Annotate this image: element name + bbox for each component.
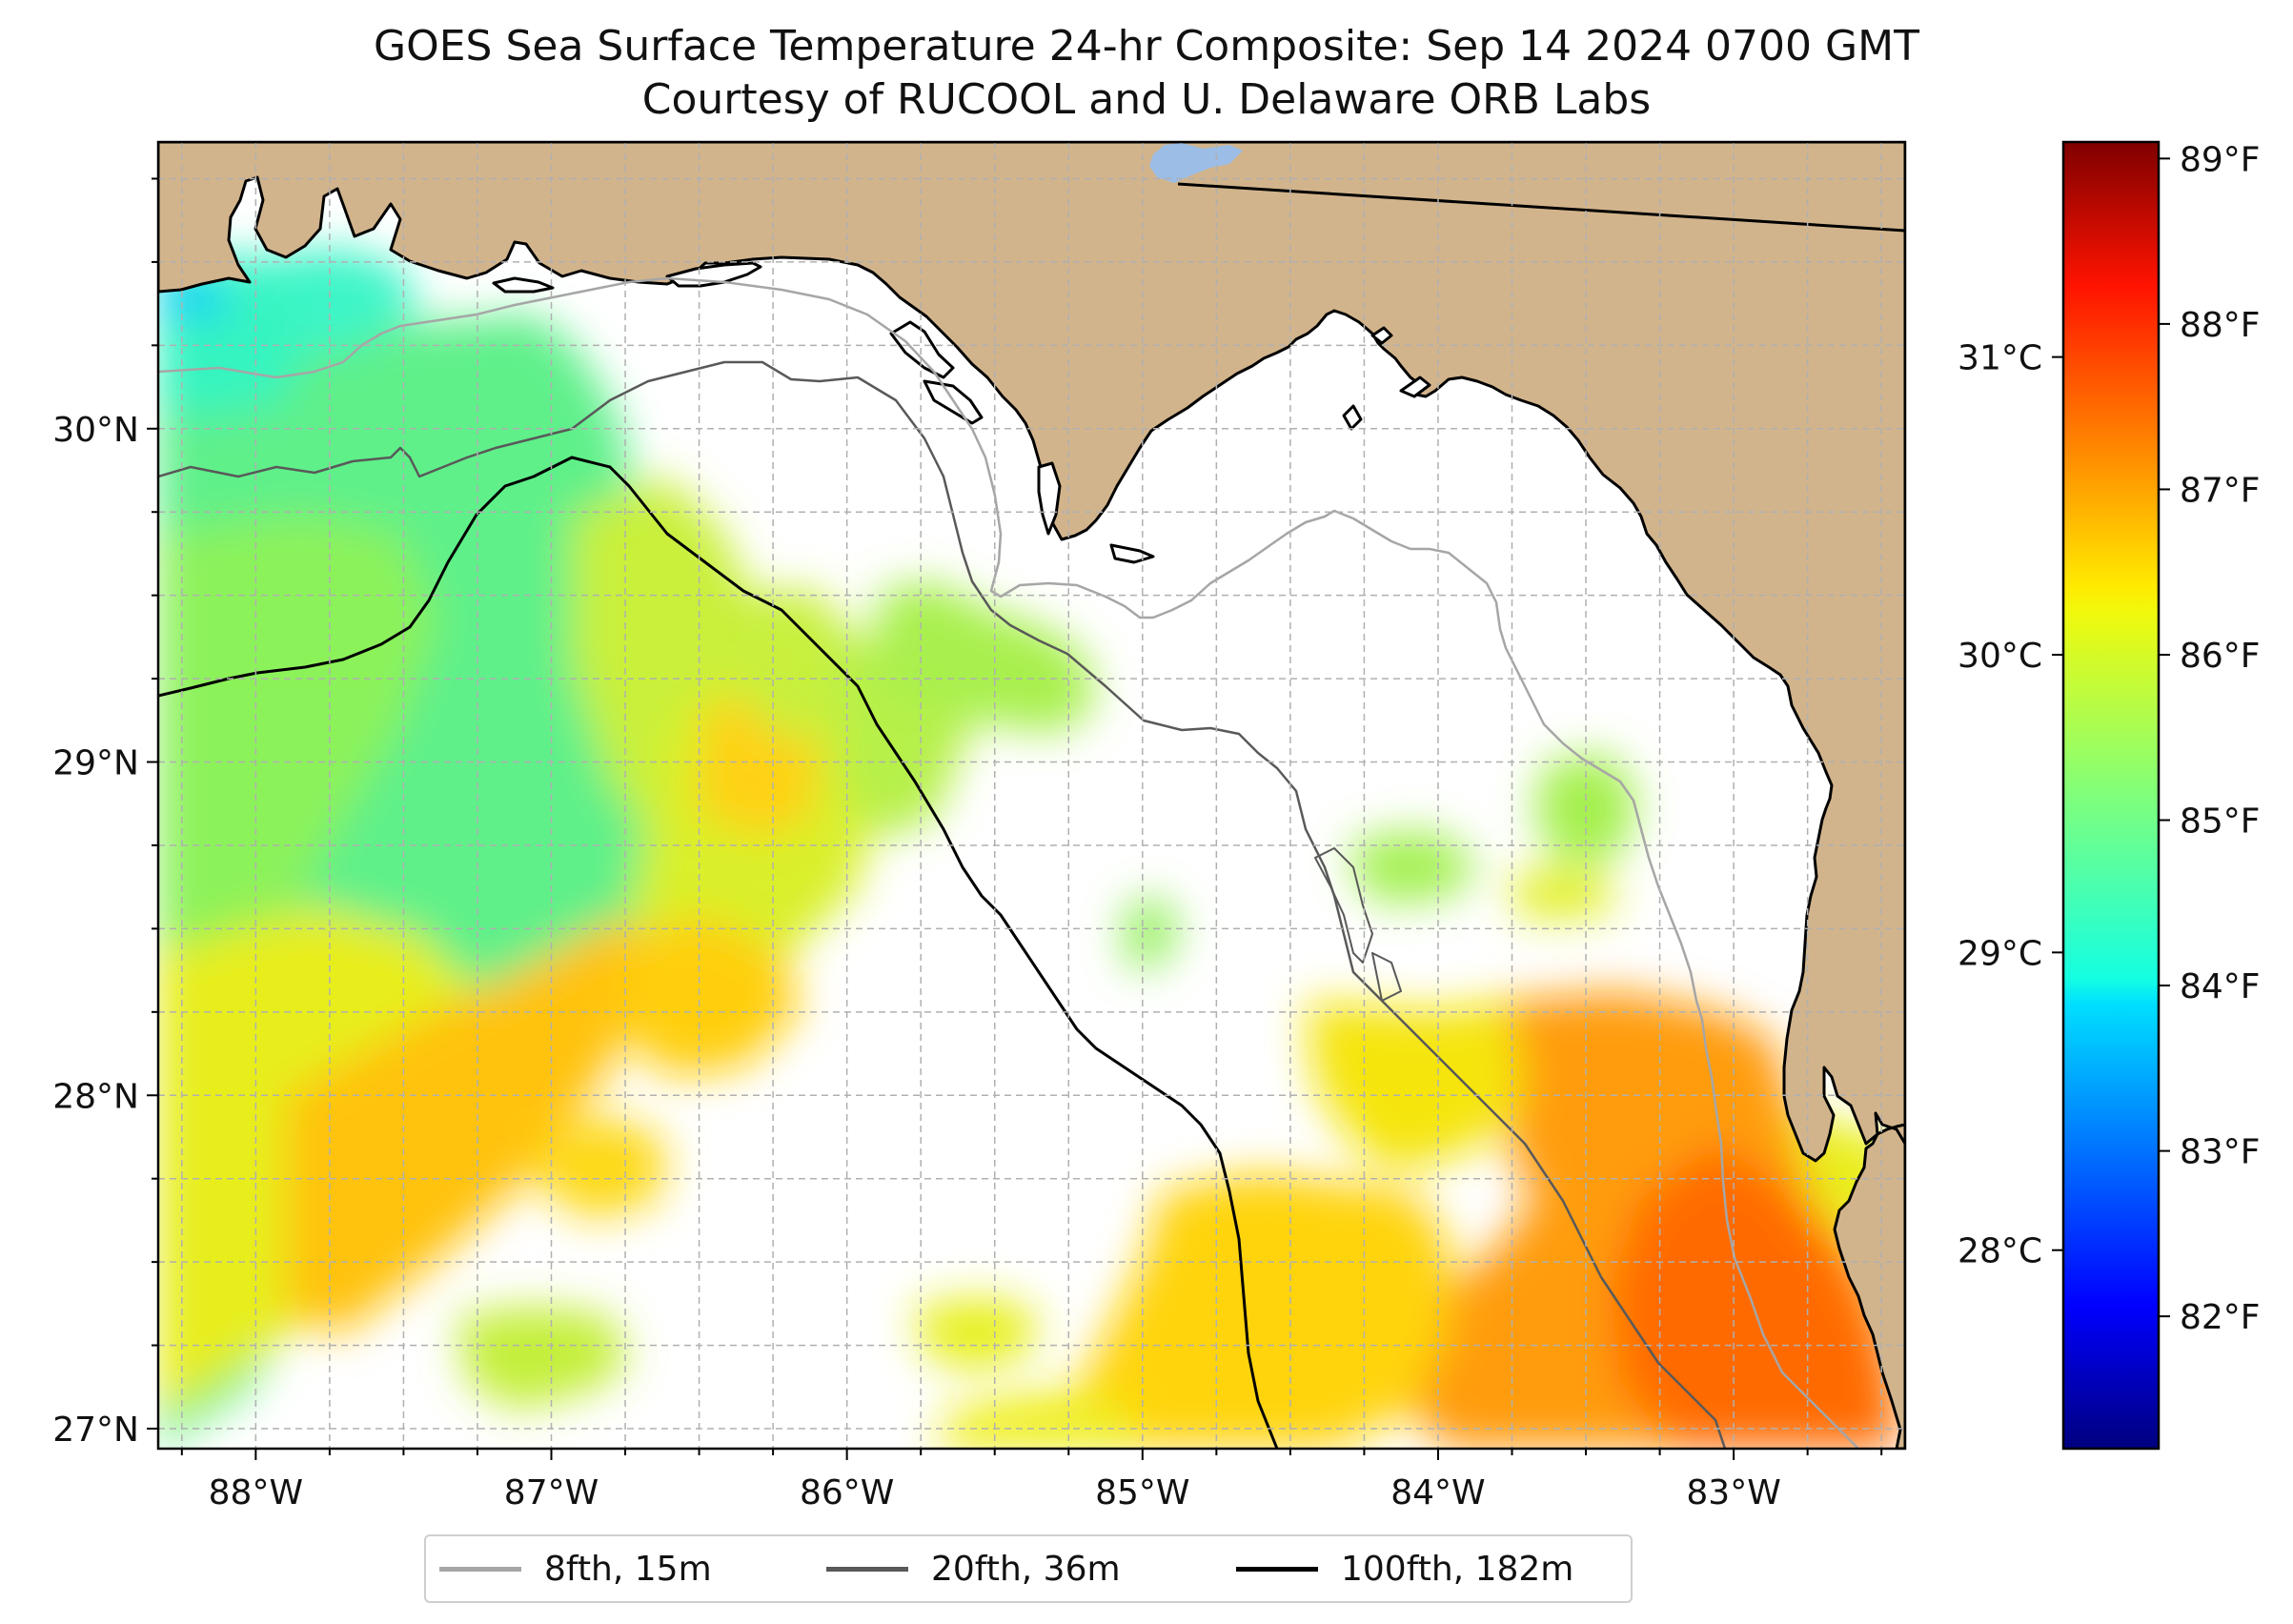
lake xyxy=(1149,143,1243,183)
sst-field xyxy=(158,248,1897,1449)
legend-label-100fth: 100fth, 182m xyxy=(1341,1549,1574,1589)
contour-8fth xyxy=(158,276,1859,1449)
colorbar-c-label: 29°C xyxy=(1958,934,2042,973)
contour-20fth xyxy=(158,360,1727,1449)
legend-item-8fth: 8fth, 15m xyxy=(439,1536,712,1601)
legend-swatch-100fth xyxy=(1236,1566,1318,1572)
map-title: GOES Sea Surface Temperature 24-hr Compo… xyxy=(374,22,1919,71)
contour-legend: 8fth, 15m 20fth, 36m 100fth, 182m xyxy=(424,1534,1633,1603)
colorbar-f-label: 82°F xyxy=(2180,1298,2261,1337)
colorbar-f-label: 87°F xyxy=(2180,471,2261,510)
colorbar-f-label: 84°F xyxy=(2180,967,2261,1006)
colorbar xyxy=(2061,140,2161,1451)
lat-axis: 27°N 28°N 29°N 30°N xyxy=(52,177,158,1450)
lat-tick-label: 30°N xyxy=(52,411,139,450)
contour-100fth xyxy=(158,456,1279,1449)
map-subtitle: Courtesy of RUCOOL and U. Delaware ORB L… xyxy=(641,75,1652,124)
legend-item-20fth: 20fth, 36m xyxy=(826,1536,1121,1601)
lat-tick-label: 28°N xyxy=(52,1077,139,1116)
legend-label-20fth: 20fth, 36m xyxy=(931,1549,1121,1589)
legend-swatch-20fth xyxy=(826,1566,908,1572)
colorbar-celsius-axis: 28°C 29°C 30°C 31°C xyxy=(1958,339,2063,1271)
lat-tick-label: 29°N xyxy=(52,744,139,783)
state-border xyxy=(1177,182,1905,233)
bathymetry-contours xyxy=(158,276,1859,1449)
colorbar-f-label: 88°F xyxy=(2180,306,2261,345)
colorbar-f-label: 85°F xyxy=(2180,802,2261,842)
colorbar-f-label: 83°F xyxy=(2180,1133,2261,1172)
colorbar-c-label: 28°C xyxy=(1958,1232,2042,1271)
gridlines xyxy=(158,142,1905,1449)
colorbar-c-label: 31°C xyxy=(1958,339,2042,378)
legend-swatch-8fth xyxy=(439,1566,521,1572)
lon-tick-label: 84°W xyxy=(1390,1473,1485,1512)
map-content xyxy=(158,142,1905,1449)
legend-label-8fth: 8fth, 15m xyxy=(544,1549,712,1589)
lon-tick-label: 83°W xyxy=(1686,1473,1780,1512)
lon-tick-label: 88°W xyxy=(209,1473,303,1512)
lon-tick-label: 87°W xyxy=(504,1473,599,1512)
legend-item-100fth: 100fth, 182m xyxy=(1236,1536,1573,1601)
lon-tick-label: 85°W xyxy=(1095,1473,1189,1512)
lon-tick-label: 86°W xyxy=(800,1473,894,1512)
colorbar-c-label: 30°C xyxy=(1958,637,2042,676)
colorbar-f-label: 86°F xyxy=(2180,637,2261,676)
map-frame xyxy=(156,140,1907,1451)
lat-tick-label: 27°N xyxy=(52,1411,139,1450)
contour-20fth-islands xyxy=(1314,847,1402,1002)
colorbar-f-label: 89°F xyxy=(2180,140,2261,179)
lon-axis: 88°W 87°W 86°W 85°W 84°W 83°W xyxy=(180,1449,1883,1512)
colorbar-fahrenheit-axis: 82°F 83°F 84°F 85°F 86°F 87°F 88°F 89°F xyxy=(2159,140,2261,1337)
